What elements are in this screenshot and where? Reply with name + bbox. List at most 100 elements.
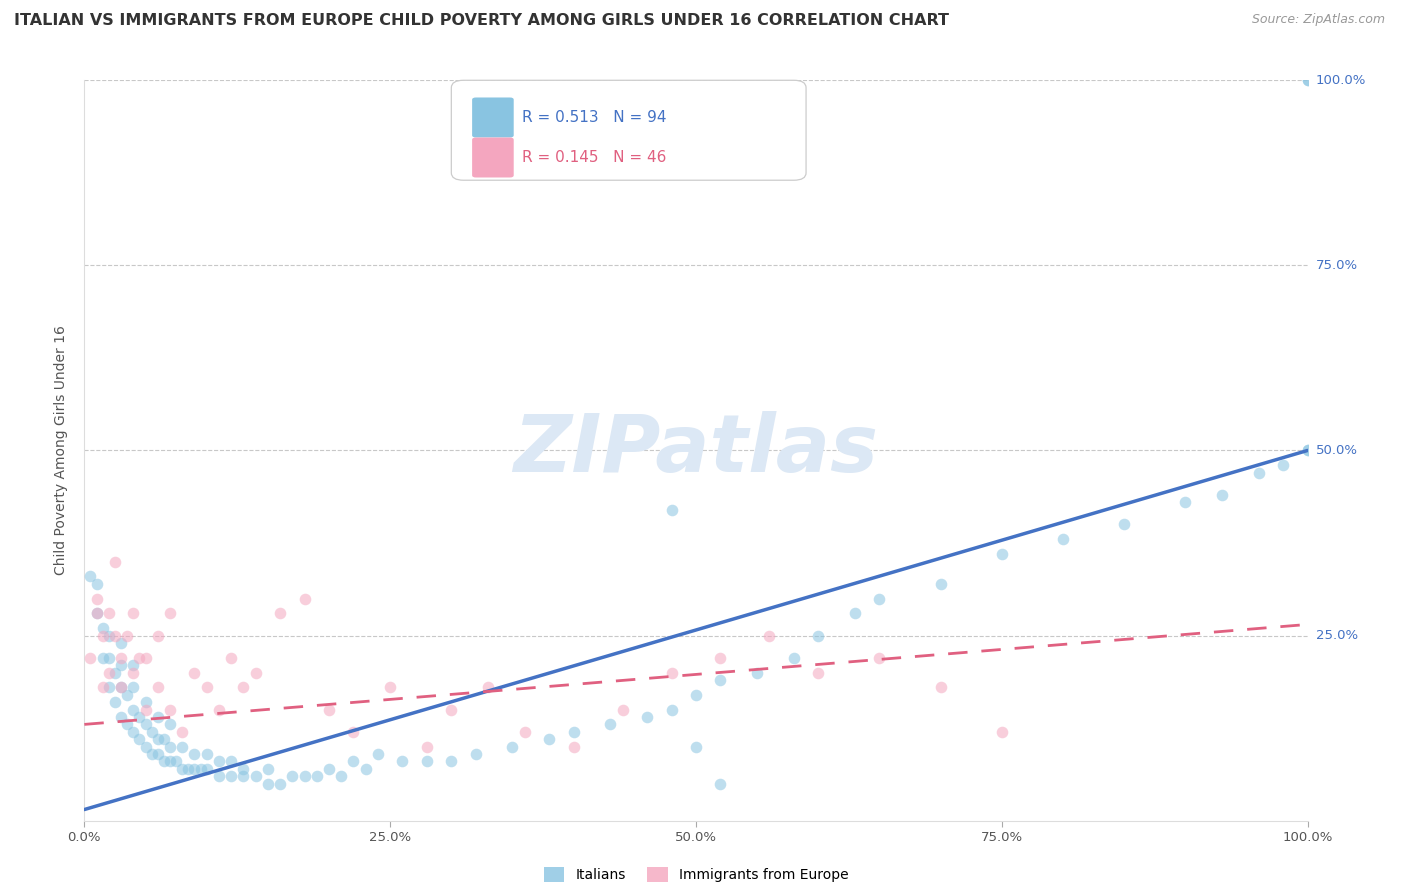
Point xyxy=(146,628,169,642)
Point xyxy=(1296,73,1319,87)
Point xyxy=(501,739,523,754)
Point xyxy=(269,607,291,621)
Point xyxy=(122,703,145,717)
Point xyxy=(416,755,439,769)
Point xyxy=(110,681,132,695)
Point xyxy=(281,769,304,783)
Point xyxy=(97,650,120,665)
Y-axis label: Child Poverty Among Girls Under 16: Child Poverty Among Girls Under 16 xyxy=(55,326,69,575)
Point xyxy=(330,769,353,783)
Point xyxy=(709,650,731,665)
Point xyxy=(159,607,181,621)
Point xyxy=(929,681,952,695)
Point xyxy=(153,755,176,769)
Point xyxy=(135,695,157,709)
Point xyxy=(135,650,157,665)
Point xyxy=(562,724,585,739)
Point xyxy=(747,665,769,680)
Point xyxy=(159,755,181,769)
Point xyxy=(1211,488,1233,502)
Point xyxy=(172,724,194,739)
FancyBboxPatch shape xyxy=(472,97,513,137)
Point xyxy=(128,710,150,724)
Point xyxy=(79,569,101,583)
Point xyxy=(146,681,169,695)
Point xyxy=(141,724,163,739)
Point xyxy=(104,628,127,642)
Point xyxy=(165,755,187,769)
Point xyxy=(110,650,132,665)
Point xyxy=(464,747,486,761)
Point xyxy=(195,681,218,695)
Point xyxy=(110,658,132,673)
Point xyxy=(232,769,254,783)
Text: R = 0.513   N = 94: R = 0.513 N = 94 xyxy=(522,110,666,125)
FancyBboxPatch shape xyxy=(472,137,513,178)
Point xyxy=(115,628,138,642)
Text: 100.0%: 100.0% xyxy=(1316,74,1367,87)
Point xyxy=(91,628,114,642)
Text: ZIPatlas: ZIPatlas xyxy=(513,411,879,490)
Point xyxy=(159,739,181,754)
Point xyxy=(122,658,145,673)
Point xyxy=(135,703,157,717)
Point xyxy=(990,724,1012,739)
Point xyxy=(122,665,145,680)
Point xyxy=(183,665,205,680)
Point xyxy=(172,739,194,754)
Point xyxy=(1296,73,1319,87)
Point xyxy=(661,665,683,680)
Point xyxy=(115,717,138,731)
Point xyxy=(177,762,200,776)
Point xyxy=(183,762,205,776)
Point xyxy=(440,755,463,769)
Point xyxy=(305,769,328,783)
Point xyxy=(318,703,340,717)
Point xyxy=(122,607,145,621)
Point xyxy=(440,703,463,717)
Point xyxy=(219,755,242,769)
Point xyxy=(869,591,891,606)
Point xyxy=(91,681,114,695)
Point xyxy=(135,739,157,754)
Point xyxy=(135,717,157,731)
Point xyxy=(110,636,132,650)
Point xyxy=(232,762,254,776)
Point xyxy=(807,628,830,642)
FancyBboxPatch shape xyxy=(451,80,806,180)
Point xyxy=(190,762,212,776)
Point xyxy=(354,762,377,776)
Point xyxy=(990,547,1012,561)
Legend: Italians, Immigrants from Europe: Italians, Immigrants from Europe xyxy=(538,862,853,888)
Point xyxy=(685,688,707,702)
Point xyxy=(195,762,218,776)
Point xyxy=(183,747,205,761)
Point xyxy=(128,650,150,665)
Point xyxy=(599,717,621,731)
Point xyxy=(159,703,181,717)
Point xyxy=(685,739,707,754)
Point xyxy=(513,724,536,739)
Point xyxy=(367,747,389,761)
Text: 75.0%: 75.0% xyxy=(1316,259,1358,272)
Point xyxy=(342,724,364,739)
Point xyxy=(807,665,830,680)
Point xyxy=(477,681,499,695)
Point xyxy=(318,762,340,776)
Point xyxy=(97,665,120,680)
Point xyxy=(219,650,242,665)
Point xyxy=(104,695,127,709)
Point xyxy=(86,607,108,621)
Point xyxy=(128,732,150,747)
Point xyxy=(122,681,145,695)
Point xyxy=(245,665,267,680)
Point xyxy=(1174,495,1197,509)
Point xyxy=(1247,466,1270,480)
Point xyxy=(1052,533,1074,547)
Point xyxy=(79,650,101,665)
Point xyxy=(208,703,231,717)
Point xyxy=(146,710,169,724)
Point xyxy=(869,650,891,665)
Point xyxy=(612,703,634,717)
Point xyxy=(146,732,169,747)
